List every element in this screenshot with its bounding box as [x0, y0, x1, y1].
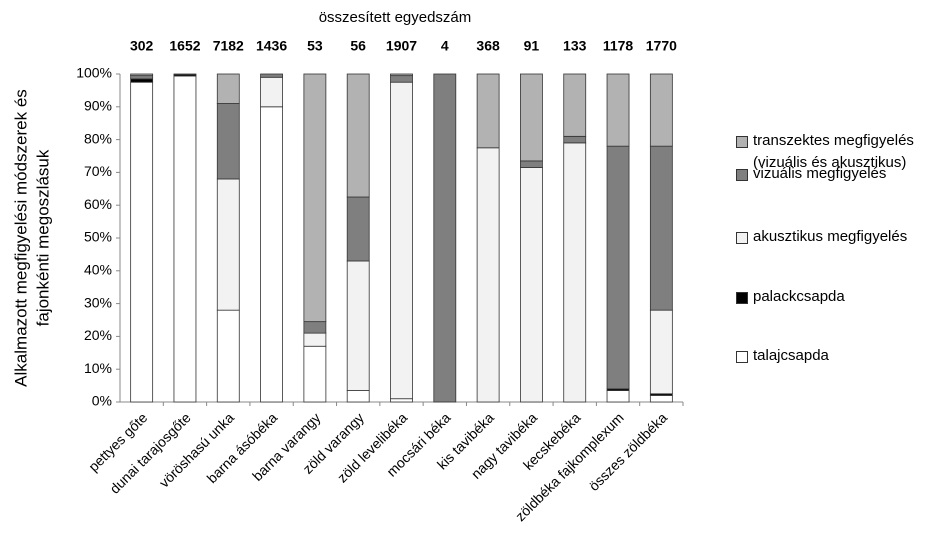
y-axis-label: Alkalmazott megfigyelési módszerek és	[11, 89, 30, 387]
legend-label: talajcsapda	[753, 347, 829, 364]
x-tick-label: összes zöldbéka	[586, 409, 671, 494]
chart-title: összesített egyedszám	[319, 9, 472, 26]
bar-segment	[260, 76, 283, 108]
bar-segment	[649, 309, 673, 395]
y-tick-label: 10%	[84, 360, 112, 376]
legend-swatch	[736, 169, 748, 181]
bar-segment	[563, 135, 587, 144]
total-label: 1652	[169, 38, 200, 54]
total-label: 133	[563, 38, 587, 54]
y-tick-label: 60%	[84, 196, 112, 212]
y-tick-label: 100%	[76, 65, 112, 81]
x-tick-label: vöröshasú unka	[156, 409, 237, 490]
total-label: 1178	[603, 38, 634, 54]
bar-segment	[303, 345, 327, 403]
bar-segment	[173, 75, 197, 403]
y-tick-label: 50%	[84, 229, 112, 245]
total-label: 56	[350, 38, 366, 54]
bar-segment	[476, 73, 500, 149]
legend-label: palackcsapda	[753, 288, 845, 305]
legend-entry: transzektes megfigyelés (vizuális és aku…	[736, 130, 933, 174]
bar-segment	[390, 398, 413, 403]
bar-segment	[606, 73, 630, 147]
bar-segment	[130, 73, 154, 77]
legend-swatch	[736, 136, 748, 148]
total-label: 4	[441, 38, 449, 54]
bar-segment	[130, 75, 154, 80]
bar-segment	[390, 81, 413, 400]
y-tick-label: 0%	[92, 393, 112, 409]
bar-segment	[476, 147, 500, 403]
x-tick-label: dunai tarajosgőte	[106, 409, 193, 496]
legend-swatch	[736, 292, 748, 304]
y-axis-label: fajonkénti megoszlásuk	[33, 149, 52, 326]
legend-label: transzektes megfigyelés (vizuális és aku…	[753, 132, 914, 171]
total-label: 302	[130, 38, 154, 54]
bar-segment	[303, 321, 327, 334]
legend-entry: vizuális megfigyelés	[736, 163, 933, 185]
bar-segment	[520, 73, 543, 162]
bar-segment	[346, 196, 370, 262]
total-label: 1907	[386, 38, 417, 54]
legend-label: vizuális megfigyelés	[753, 165, 887, 182]
y-tick-label: 80%	[84, 130, 112, 146]
bar-segment	[216, 309, 240, 403]
bar-segment	[303, 332, 327, 347]
bar-segment	[260, 106, 283, 403]
bar-segment	[130, 81, 154, 403]
bar-segment	[649, 73, 673, 147]
bar-segment	[649, 395, 673, 403]
total-label: 91	[524, 38, 540, 54]
bar-segment	[390, 75, 413, 83]
bar-segment	[346, 260, 370, 391]
bar-segment	[216, 178, 240, 311]
bar-segment	[649, 145, 673, 311]
y-tick-label: 20%	[84, 327, 112, 343]
bar-segment	[390, 73, 413, 77]
bar-segment	[260, 73, 283, 78]
y-tick-label: 90%	[84, 98, 112, 114]
legend-entry: akusztikus megfigyelés	[736, 226, 933, 248]
legend-entry: talajcsapda	[736, 345, 933, 367]
total-label: 7182	[213, 38, 244, 54]
legend-swatch	[736, 232, 748, 244]
bar-segment	[520, 167, 543, 403]
bar-segment	[173, 73, 197, 76]
bar-segment	[216, 73, 240, 104]
bar-segment	[303, 73, 327, 323]
legend-label: akusztikus megfigyelés	[753, 228, 908, 245]
bar-segment	[563, 73, 587, 137]
bar-segment	[606, 145, 630, 390]
total-label: 1436	[256, 38, 287, 54]
total-label: 368	[476, 38, 500, 54]
legend-entry: palackcsapda	[736, 286, 933, 308]
y-tick-label: 30%	[84, 294, 112, 310]
bar-segment	[130, 78, 154, 83]
bar-segment	[216, 103, 240, 180]
bar-segment	[606, 390, 630, 403]
y-tick-label: 70%	[84, 163, 112, 179]
legend-swatch	[736, 351, 748, 363]
bar-segment	[346, 73, 370, 198]
total-label: 1770	[646, 38, 677, 54]
y-tick-label: 40%	[84, 262, 112, 278]
total-label: 53	[307, 38, 323, 54]
bar-segment	[520, 160, 543, 168]
bar-segment	[563, 142, 587, 403]
bar-segment	[433, 73, 457, 403]
bar-segment	[346, 390, 370, 403]
